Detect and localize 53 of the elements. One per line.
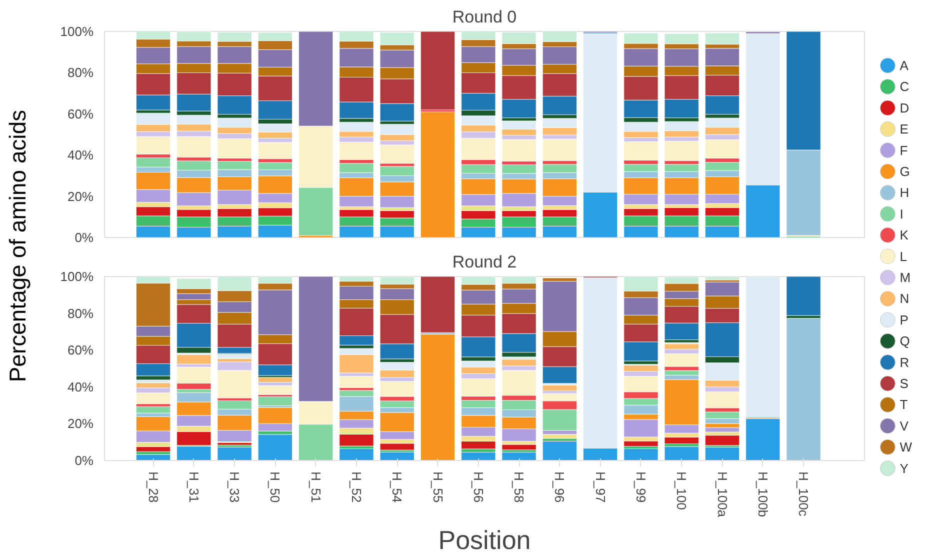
legend-label: Y [900, 460, 909, 476]
x-tick-label: H_33 [227, 472, 242, 503]
y-tick-label: 100% [60, 24, 94, 39]
x-tick-label: H_56 [470, 472, 486, 503]
legend-label: G [900, 164, 910, 179]
x-tick-label: H_52 [348, 472, 364, 503]
legend-label: W [900, 440, 913, 455]
y-tick-label: 0% [74, 453, 94, 468]
legend-label: K [900, 228, 909, 243]
legend-label: M [900, 270, 911, 285]
x-tick-label: H_100c [796, 472, 812, 517]
chart-title: Round 0 [452, 8, 517, 26]
legend-label: S [900, 376, 909, 391]
y-tick-label: 100% [60, 269, 94, 284]
x-tick-label: H_100 [674, 472, 690, 510]
x-tick-label: H_97 [592, 472, 608, 503]
chart-title: Round 2 [452, 252, 517, 272]
x-tick-label: H_28 [146, 472, 161, 503]
legend-label: C [900, 79, 910, 94]
legend-label: D [900, 100, 910, 116]
x-tick-label: H_31 [186, 472, 202, 503]
y-tick-label: 80% [67, 65, 94, 80]
legend-label: V [900, 418, 909, 434]
legend-label: N [900, 291, 910, 306]
x-tick-label: H_54 [390, 472, 405, 503]
x-tick-label: H_100b [755, 472, 770, 518]
y-tick-label: 80% [67, 306, 94, 321]
x-tick-label: H_55 [430, 472, 446, 503]
x-tick-label: H_51 [308, 472, 324, 503]
y-tick-label: 60% [67, 106, 94, 122]
legend-label: A [900, 58, 909, 73]
x-tick-label: H_58 [512, 472, 527, 503]
y-tick-label: 40% [67, 148, 94, 163]
y-tick-label: 20% [67, 416, 94, 432]
legend-label: H [900, 185, 910, 200]
x-axis-title: Position [438, 525, 531, 556]
x-tick-label: H_100a [714, 472, 730, 518]
legend-label: E [900, 122, 909, 137]
legend-label: I [900, 206, 904, 222]
legend-label: L [900, 248, 907, 264]
x-tick-label: H_99 [633, 472, 648, 503]
legend-label: Q [900, 334, 910, 349]
x-tick-label: H_50 [268, 472, 283, 503]
legend-label: F [900, 142, 908, 158]
y-tick-label: 60% [67, 342, 94, 358]
y-tick-label: 0% [74, 230, 94, 245]
legend-label: T [900, 397, 908, 412]
legend-label: R [900, 354, 910, 370]
y-tick-label: 20% [67, 188, 94, 204]
x-tick-label: H_96 [552, 472, 568, 503]
y-axis-title: Percentage of amino acids [4, 110, 30, 382]
y-tick-label: 40% [67, 379, 94, 394]
legend-label: P [900, 312, 908, 328]
